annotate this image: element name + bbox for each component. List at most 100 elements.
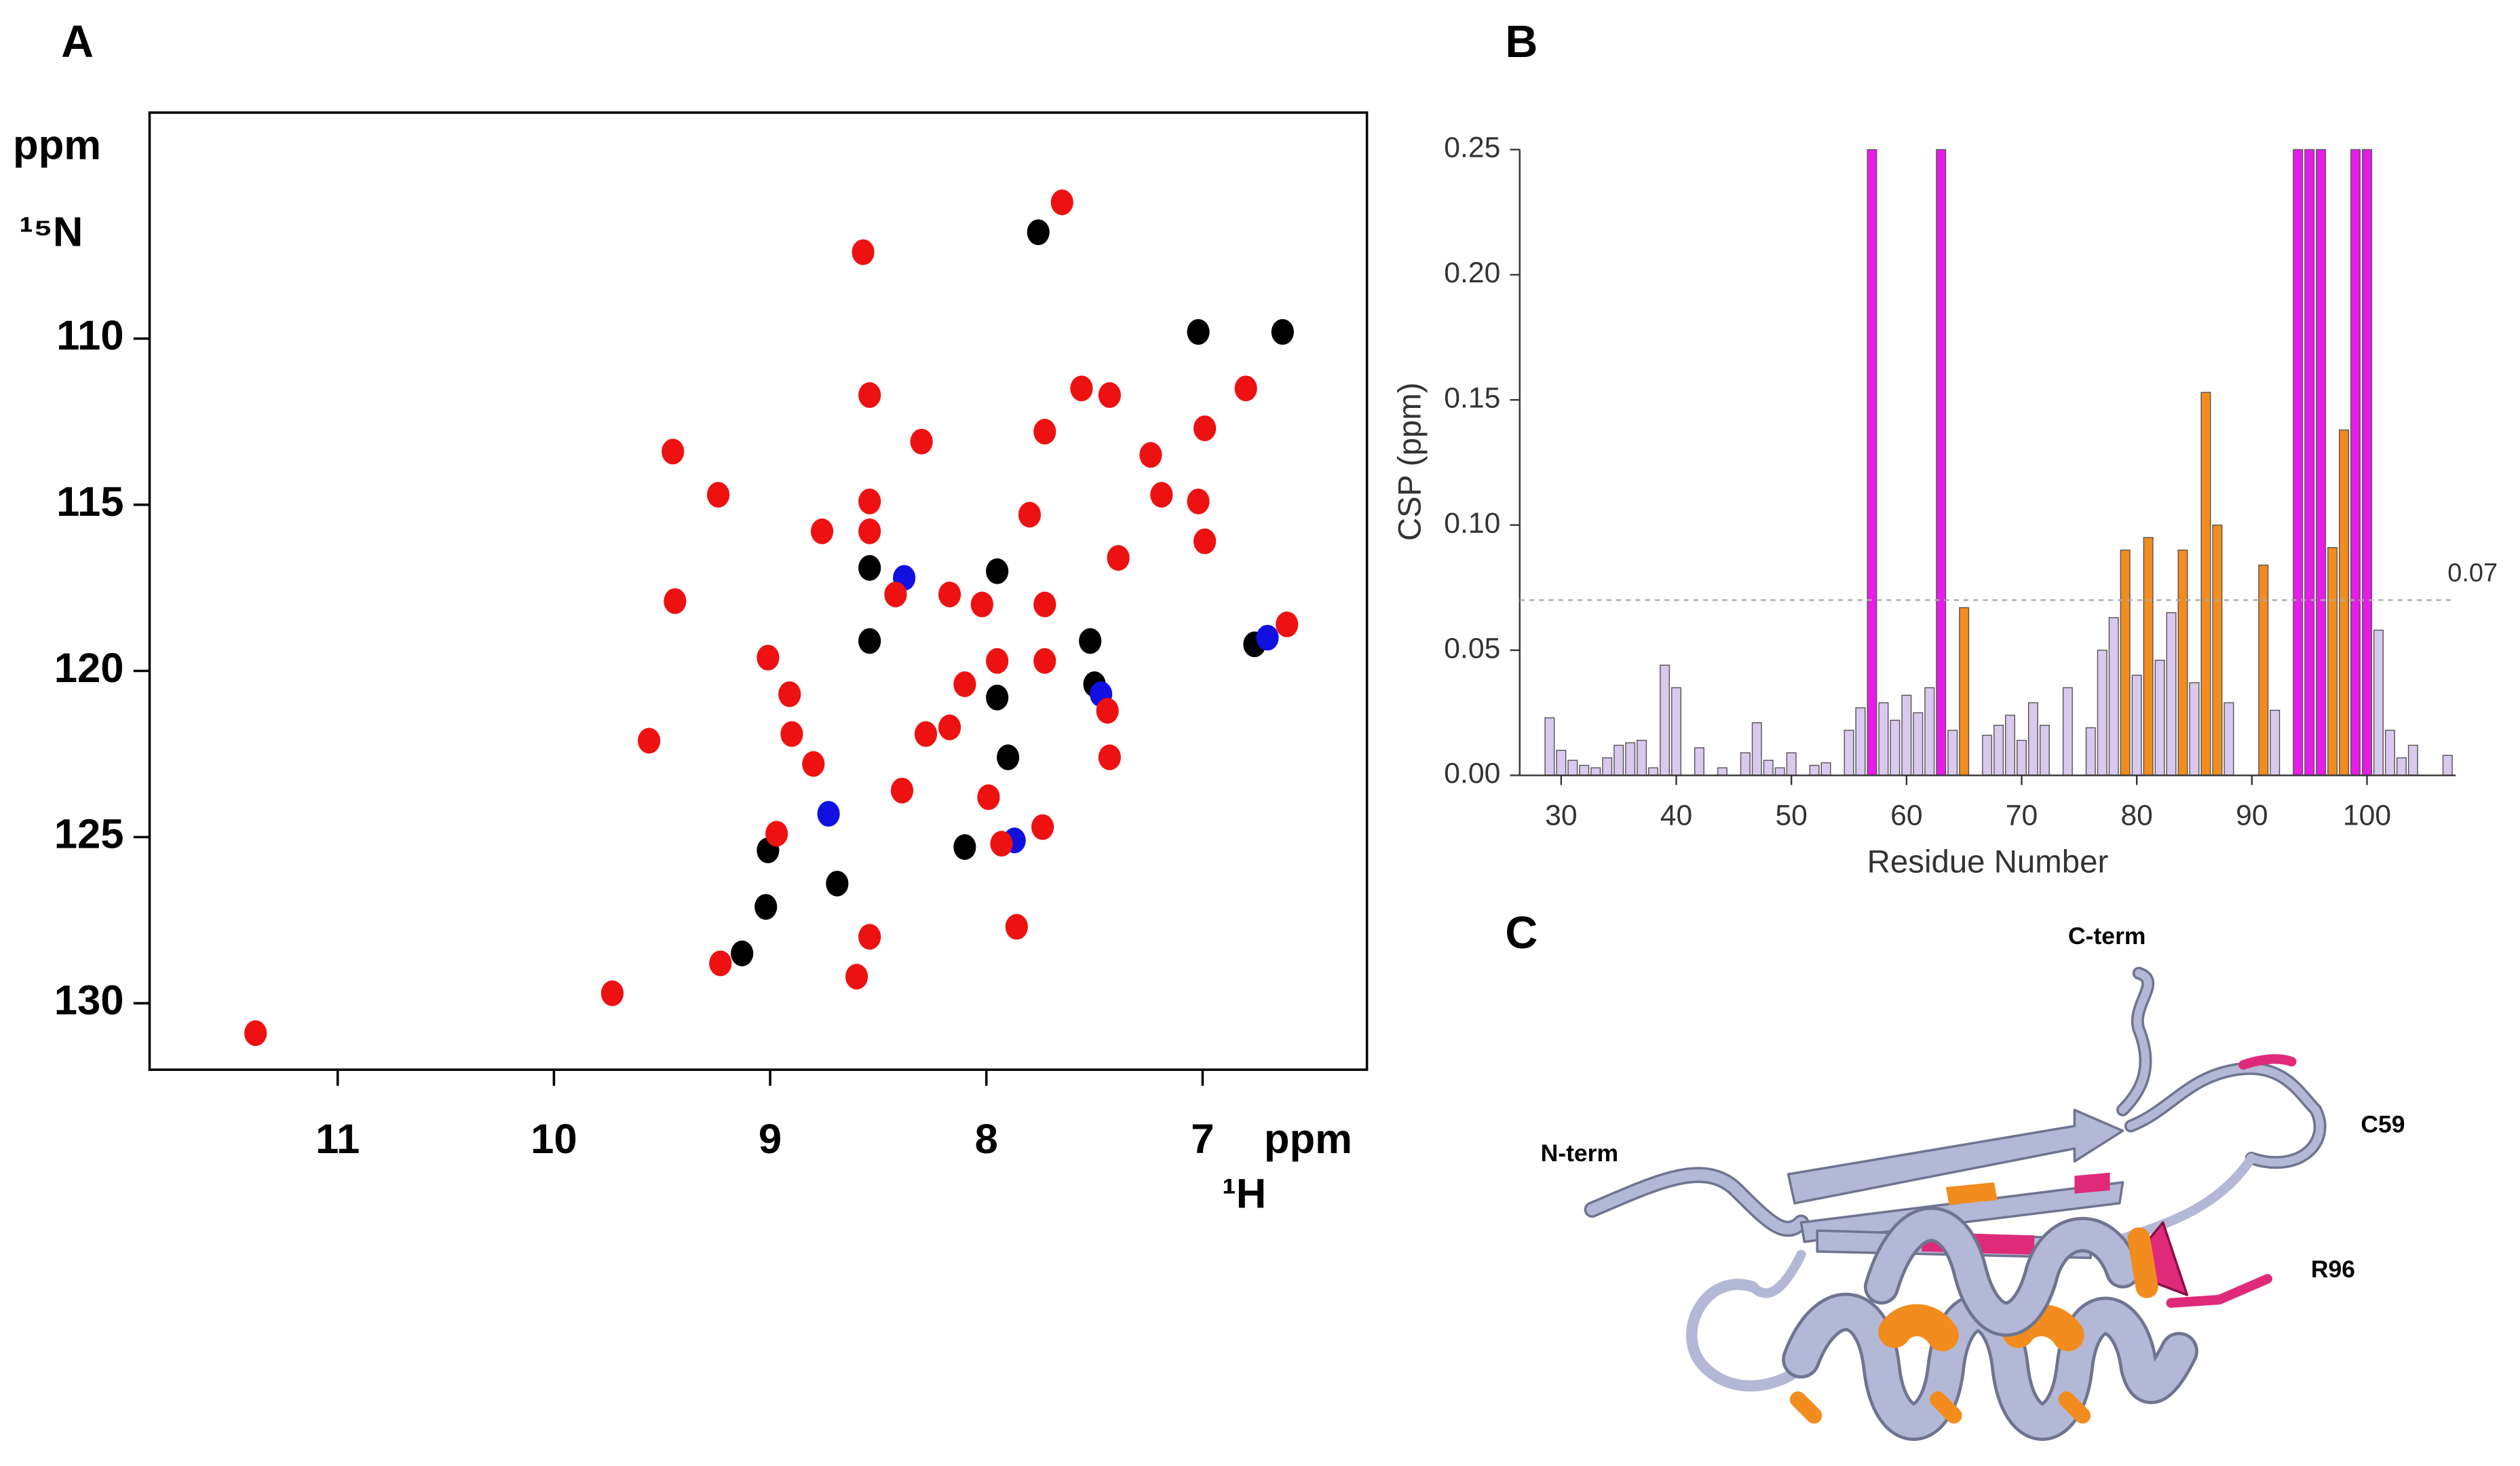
peak xyxy=(890,777,914,804)
bar xyxy=(1567,759,1578,776)
bar xyxy=(1855,707,1866,776)
bar xyxy=(2350,149,2361,776)
peak xyxy=(970,591,993,618)
peak xyxy=(953,834,976,860)
peak xyxy=(1079,628,1102,654)
y-tick-label: 130 xyxy=(54,977,124,1023)
y-tick-label: 115 xyxy=(56,478,123,525)
peak xyxy=(1070,375,1093,402)
bar xyxy=(1809,764,1820,776)
peak xyxy=(914,721,938,747)
bar xyxy=(1936,149,1947,776)
y-tick-label: 0.05 xyxy=(1444,632,1500,664)
x-tick-label: 30 xyxy=(1545,799,1577,831)
bar xyxy=(2062,687,2073,776)
bar xyxy=(2039,724,2050,776)
y-axis-nucleus: ¹⁵N xyxy=(19,208,83,255)
peak xyxy=(852,239,875,265)
peak xyxy=(1107,545,1130,571)
peak xyxy=(953,671,976,698)
bar xyxy=(1660,664,1671,776)
bar xyxy=(1556,749,1567,776)
bar xyxy=(2442,755,2453,776)
protein-cartoon xyxy=(1584,966,2327,1441)
y-tick-label: 0.20 xyxy=(1444,257,1500,289)
peak xyxy=(1194,415,1217,442)
peak xyxy=(1031,814,1054,840)
x-tick-label: 60 xyxy=(1890,799,1922,831)
peak xyxy=(1098,744,1121,770)
threshold-label: 0.07 xyxy=(2447,559,2498,587)
x-tick-label: 8 xyxy=(975,1116,998,1163)
peak xyxy=(858,382,881,409)
bar xyxy=(2166,612,2177,776)
peak xyxy=(600,980,624,1007)
bar xyxy=(2396,757,2407,776)
peak xyxy=(858,628,881,654)
peak xyxy=(1098,382,1121,409)
x-tick-label: 40 xyxy=(1660,799,1692,831)
bar xyxy=(1867,149,1877,776)
peak xyxy=(778,681,801,707)
peak xyxy=(664,588,687,614)
bar xyxy=(1820,762,1831,776)
peak xyxy=(662,438,685,465)
peak xyxy=(1033,419,1056,445)
peak xyxy=(858,555,881,581)
peak xyxy=(1005,914,1028,940)
bar xyxy=(1648,767,1659,776)
bar xyxy=(2362,149,2373,776)
peak xyxy=(938,714,961,740)
peak xyxy=(1018,502,1042,528)
bar xyxy=(2017,740,2027,776)
peak xyxy=(986,647,1009,674)
bar xyxy=(1890,719,1901,776)
bar xyxy=(2005,715,2016,776)
peak xyxy=(938,581,961,607)
annotation: C59 xyxy=(2361,1110,2405,1138)
x-tick-label: 7 xyxy=(1191,1116,1214,1163)
y-tick-label: 0.00 xyxy=(1444,757,1500,790)
peak xyxy=(765,821,788,847)
bar xyxy=(2258,564,2269,776)
bar xyxy=(2407,745,2418,776)
peak xyxy=(706,482,730,508)
bar xyxy=(1694,747,1704,776)
bar xyxy=(2223,702,2234,776)
bar xyxy=(1924,687,1935,776)
bar xyxy=(2339,429,2350,776)
peak xyxy=(1033,647,1056,674)
peak xyxy=(244,1020,267,1047)
peak xyxy=(845,964,868,990)
x-tick-label: 10 xyxy=(531,1116,577,1163)
bar xyxy=(2177,549,2188,776)
bar xyxy=(2373,629,2384,776)
bar xyxy=(2108,617,2119,776)
peak xyxy=(1050,189,1073,216)
bar xyxy=(1959,607,1970,776)
bar xyxy=(2270,709,2280,776)
bar xyxy=(2212,524,2223,776)
peak xyxy=(780,721,803,747)
bar xyxy=(2316,149,2327,776)
x-tick-label: 70 xyxy=(2006,799,2038,831)
bar xyxy=(2027,702,2038,776)
x-tick-label: 50 xyxy=(1775,799,1807,831)
peak xyxy=(858,924,881,950)
bar xyxy=(1947,730,1958,776)
peak xyxy=(1256,624,1279,651)
peak xyxy=(858,518,881,544)
peak xyxy=(884,581,907,607)
bar xyxy=(2120,549,2131,776)
bar xyxy=(1614,745,1624,776)
bar xyxy=(2327,547,2338,776)
bar xyxy=(1763,759,1774,776)
peak xyxy=(1187,319,1210,345)
bar xyxy=(2189,682,2200,776)
peak xyxy=(1027,219,1050,246)
x-tick-label: 90 xyxy=(2236,799,2268,831)
peak xyxy=(810,518,834,544)
bar xyxy=(1878,702,1889,776)
peak xyxy=(997,744,1020,770)
